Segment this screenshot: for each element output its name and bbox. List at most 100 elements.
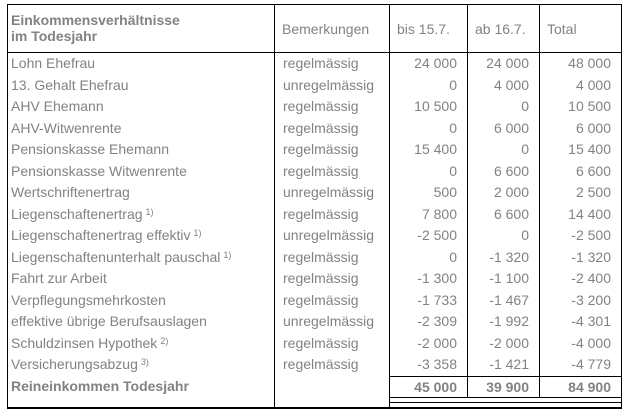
row-label-cell: Wertschriftenertrag [8, 182, 275, 206]
row-from-value: 6 000 [468, 117, 540, 141]
row-remark: regelmässig [275, 268, 390, 292]
table-row: Wertschriftenertrag unregelmässig 500 2 … [8, 182, 621, 206]
row-label-superscript: 3) [140, 357, 149, 367]
row-remark: regelmässig [275, 332, 390, 356]
row-remark: regelmässig [275, 139, 390, 163]
row-from-value: -1 467 [468, 289, 540, 313]
row-from-value: -1 421 [468, 354, 540, 378]
row-label-superscript: 1) [193, 228, 202, 238]
table-row: effektive übrige Berufsauslagen unregelm… [8, 311, 621, 335]
table-row: Liegenschaftenertrag 1) regelmässig 7 800… [8, 203, 621, 227]
double-rule-top [8, 397, 621, 403]
row-total-value: 10 500 [568, 98, 611, 114]
table-body: Lohn Ehefrau regelmässig 24 000 24 000 4… [8, 53, 621, 378]
row-label-cell: Liegenschaftenunterhalt pauschal 1) [8, 246, 275, 270]
row-from-value: 6 600 [468, 160, 540, 184]
row-total-value: 48 000 [568, 55, 611, 71]
row-label: Verpflegungsmehrkosten [11, 291, 166, 308]
row-total-value: -3 200 [571, 291, 611, 308]
row-remark: regelmässig [275, 160, 390, 184]
row-label-superscript: 2) [160, 335, 169, 346]
row-label: Pensionskasse Witwenrente [11, 162, 187, 179]
row-total-value: -2 500 [571, 227, 611, 243]
row-label: Pensionskasse Ehemann [11, 141, 169, 157]
row-from-value: 0 [468, 225, 540, 249]
row-total-value: 6 000 [575, 119, 611, 136]
row-remark: unregelmässig [275, 311, 390, 335]
total-row-label: Reineinkommen Todesjahr [8, 375, 275, 398]
row-label-cell: effektive übrige Berufsauslagen [8, 311, 275, 335]
row-from-value: -1 320 [468, 246, 540, 270]
row-label: Wertschriftenertrag [11, 184, 130, 200]
row-remark: regelmässig [275, 96, 390, 120]
table-header-row: Einkommensverhältnisse im Todesjahr Beme… [8, 5, 621, 53]
row-from-value: -1 992 [468, 311, 540, 335]
row-total-value: 14 400 [568, 205, 611, 222]
row-until-value: 0 [390, 74, 468, 98]
row-until-value: -1 733 [390, 289, 468, 313]
row-label-cell: AHV Ehemann [8, 96, 275, 120]
row-total-value: 6 600 [575, 162, 611, 179]
table-row: 13. Gehalt Ehefrau unregelmässig 0 4 000… [8, 74, 621, 98]
row-until-value: 7 800 [390, 203, 468, 227]
row-from-value: -1 100 [468, 268, 540, 292]
row-remark: regelmässig [275, 203, 390, 227]
header-remarks: Bemerkungen [275, 5, 390, 52]
row-label-cell: Pensionskasse Witwenrente [8, 160, 275, 184]
row-total-value: 4 000 [575, 76, 611, 93]
row-remark: regelmässig [275, 289, 390, 313]
header-title-line1: Einkommensverhältnisse [11, 12, 180, 28]
row-label: Lohn Ehefrau [11, 55, 96, 71]
row-label-cell: AHV-Witwenrente [8, 117, 275, 141]
row-label-cell: Liegenschaftenertrag 1) [8, 203, 275, 227]
row-label-superscript: 1) [145, 206, 154, 217]
row-label: effektive übrige Berufsauslagen [11, 313, 207, 329]
header-income-title: Einkommensverhältnisse im Todesjahr [8, 5, 275, 52]
row-label-cell: Fahrt zur Arbeit [8, 268, 275, 292]
row-from-value: 0 [468, 139, 540, 163]
row-label-cell: Schuldzinsen Hypothek 2) [8, 332, 275, 356]
table-row: Liegenschaftenunterhalt pauschal 1) regel… [8, 246, 621, 270]
row-until-value: -1 300 [390, 268, 468, 292]
row-remark: regelmässig [275, 117, 390, 141]
row-total-value: -4 000 [571, 334, 611, 351]
total-row: Reineinkommen Todesjahr 45 000 39 900 84… [8, 375, 621, 398]
row-remark: unregelmässig [275, 182, 390, 206]
row-remark: regelmässig [275, 354, 390, 378]
row-label: 13. Gehalt Ehefrau [11, 76, 129, 93]
table-row: AHV Ehemann regelmässig 10 500 0 10 500 [8, 96, 621, 120]
row-total-value: 15 400 [568, 141, 611, 157]
total-row-remark-cell [275, 375, 390, 398]
row-label: Fahrt zur Arbeit [11, 270, 107, 286]
row-until-value: 0 [390, 160, 468, 184]
row-total-value: -2 400 [571, 270, 611, 286]
row-from-value: 6 600 [468, 203, 540, 227]
row-remark: unregelmässig [275, 74, 390, 98]
row-remark: regelmässig [275, 246, 390, 270]
row-remark: regelmässig [275, 53, 390, 77]
row-until-value: 0 [390, 117, 468, 141]
row-remark: unregelmässig [275, 225, 390, 249]
row-until-value: 0 [390, 246, 468, 270]
table-row: Versicherungsabzug 3) regelmässig -3 358 … [8, 354, 621, 378]
row-until-value: 500 [390, 182, 468, 206]
row-until-value: -3 358 [390, 354, 468, 378]
row-total-value: -4 779 [571, 356, 611, 372]
row-label-superscript: 1) [223, 249, 232, 260]
total-from-value: 39 900 [468, 375, 540, 398]
row-from-value: 0 [468, 96, 540, 120]
row-label-cell: Versicherungsabzug 3) [8, 354, 275, 378]
header-total: Total [547, 20, 577, 37]
row-until-value: -2 500 [390, 225, 468, 249]
row-until-value: 24 000 [390, 53, 468, 77]
row-label-cell: 13. Gehalt Ehefrau [8, 74, 275, 98]
double-rule-bottom [8, 402, 621, 407]
row-label-cell: Liegenschaftenertrag effektiv 1) [8, 225, 275, 249]
row-until-value: 10 500 [390, 96, 468, 120]
row-label: Schuldzinsen Hypothek [11, 334, 158, 351]
header-until-july15: bis 15.7. [390, 5, 468, 52]
income-table: Einkommensverhältnisse im Todesjahr Beme… [7, 4, 622, 409]
total-until-value: 45 000 [390, 375, 468, 398]
row-total-value: -1 320 [571, 248, 611, 265]
table-row: Fahrt zur Arbeit regelmässig -1 300 -1 1… [8, 268, 621, 292]
